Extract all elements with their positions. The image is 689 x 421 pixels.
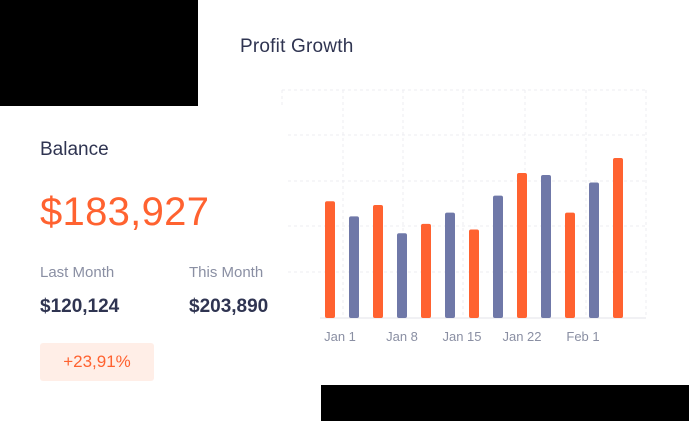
last-month-value: $120,124 bbox=[40, 296, 120, 317]
this-month-value: $203,890 bbox=[189, 296, 269, 317]
this-month-label: This Month bbox=[189, 264, 264, 281]
chart-bar bbox=[373, 205, 383, 318]
chart-bar bbox=[469, 229, 479, 318]
x-tick-label: Jan 15 bbox=[442, 329, 481, 344]
chart-bar bbox=[493, 195, 503, 318]
balance-card: Balance $183,927 Last Month This Month $… bbox=[0, 106, 285, 421]
change-badge: +23,91% bbox=[40, 343, 154, 381]
balance-value: $183,927 bbox=[40, 190, 210, 234]
redacted-block-top bbox=[0, 0, 198, 106]
chart-bar bbox=[541, 174, 551, 318]
x-tick-label: Jan 1 bbox=[324, 329, 356, 344]
chart-x-ticks: Jan 1 Jan 8 Jan 15 Jan 22 Feb 1 bbox=[324, 329, 600, 344]
last-month-label: Last Month bbox=[40, 264, 115, 281]
chart-bar bbox=[565, 212, 575, 318]
chart-bar bbox=[589, 182, 599, 318]
chart-bar bbox=[349, 216, 359, 318]
chart-bar bbox=[445, 212, 455, 318]
chart-bar bbox=[397, 233, 407, 318]
chart-bar bbox=[325, 201, 335, 318]
chart-bar bbox=[421, 223, 431, 318]
x-tick-label: Jan 8 bbox=[386, 329, 418, 344]
x-tick-label: Feb 1 bbox=[566, 329, 599, 344]
chart-bars bbox=[325, 158, 623, 318]
x-tick-label: Jan 22 bbox=[502, 329, 541, 344]
chart-bar bbox=[517, 173, 527, 318]
redacted-block-bottom bbox=[321, 385, 689, 421]
chart-title: Profit Growth bbox=[240, 36, 354, 57]
balance-title: Balance bbox=[40, 139, 109, 160]
chart-bar bbox=[613, 158, 623, 318]
profit-growth-chart: Jan 1 Jan 8 Jan 15 Jan 22 Feb 1 bbox=[281, 89, 647, 344]
